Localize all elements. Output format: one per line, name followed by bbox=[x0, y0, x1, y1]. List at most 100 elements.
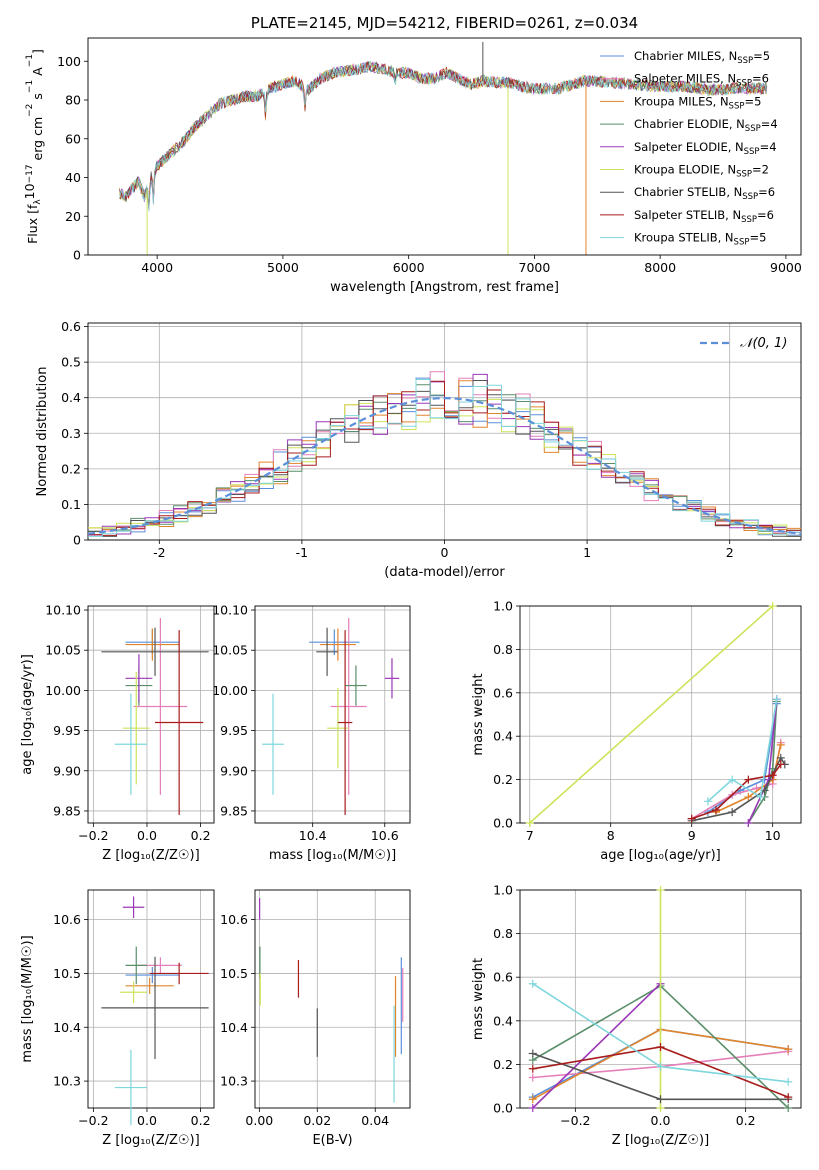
x-axis-label: E(B-V) bbox=[312, 1133, 352, 1148]
weight-marker bbox=[656, 1062, 665, 1071]
y-tick-label: 0 bbox=[73, 533, 81, 548]
y-tick-label: 0.3 bbox=[61, 426, 81, 441]
y-tick-label: 0 bbox=[73, 248, 81, 263]
y-tick-label: 9.95 bbox=[53, 723, 81, 738]
weight-marker bbox=[525, 819, 534, 827]
weight-marker bbox=[528, 1064, 537, 1073]
x-tick-label: 0.0 bbox=[137, 828, 157, 843]
weight-marker bbox=[772, 695, 781, 704]
y-axis-label: Normed distribution bbox=[35, 367, 50, 497]
y-tick-label: 0.6 bbox=[493, 970, 513, 985]
legend-sub: SSP bbox=[736, 79, 752, 89]
y-tick-label: 0.2 bbox=[493, 1057, 513, 1072]
weight-marker bbox=[744, 792, 753, 801]
x-axis-label: age [log₁₀(age/yr)] bbox=[600, 848, 721, 863]
y-tick-label: 60 bbox=[65, 131, 81, 146]
y-axis-label: Flux [fλ10−17 erg cm−2 s−1 A−1] bbox=[22, 49, 45, 244]
x-tick-label: 10.6 bbox=[371, 828, 399, 843]
mass-vs-EBV-axes: 0.00 0.02 0.04 10.3 10.4 10.5 10.6 E(B-V) bbox=[220, 889, 411, 1148]
y-label-part: −2 bbox=[25, 104, 35, 117]
y-axis-label: mass weight bbox=[471, 958, 486, 1040]
legend-name: Chabrier ELODIE, N bbox=[634, 117, 745, 131]
weight-marker bbox=[784, 1045, 793, 1054]
y-tick-label: 9.85 bbox=[220, 803, 248, 818]
y-tick-label: 0.2 bbox=[61, 461, 81, 476]
weight-line bbox=[707, 699, 778, 802]
x-tick-label: 7000 bbox=[519, 260, 551, 275]
legend-name: Chabrier MILES, N bbox=[634, 49, 737, 63]
x-tick-label: 1 bbox=[583, 545, 591, 560]
weight-marker bbox=[656, 886, 665, 894]
x-tick-label: 0.04 bbox=[361, 1113, 389, 1128]
x-tick-label: 9 bbox=[688, 828, 696, 843]
y-tick-label: 10.3 bbox=[220, 1074, 248, 1089]
weight-marker bbox=[768, 602, 777, 610]
y-axis-label: mass weight bbox=[471, 673, 486, 755]
age-vs-Z-points bbox=[101, 618, 209, 815]
age-vs-mass-points bbox=[262, 618, 400, 815]
weight-marker bbox=[744, 775, 753, 784]
legend-sub: SSP bbox=[737, 56, 753, 66]
y-tick-label: 9.95 bbox=[220, 723, 248, 738]
y-label-part: −1 bbox=[25, 54, 35, 67]
histogram-lines bbox=[87, 371, 802, 537]
y-label-part: −1 bbox=[25, 80, 35, 93]
age-vs-mass-frame bbox=[254, 605, 411, 824]
legend-label: Salpeter MILES, NSSP=6 bbox=[634, 72, 769, 89]
x-tick-label: 0.00 bbox=[245, 1113, 273, 1128]
weight-vs-Z-lines bbox=[528, 886, 793, 1112]
y-tick-label: 0.5 bbox=[61, 355, 81, 370]
legend-label: Salpeter ELODIE, NSSP=4 bbox=[634, 140, 777, 157]
y-tick-label: 0.0 bbox=[493, 1101, 513, 1116]
legend-value: =6 bbox=[757, 208, 774, 222]
weight-marker bbox=[776, 760, 785, 769]
x-tick-label: 2 bbox=[726, 545, 734, 560]
x-tick-label: 10 bbox=[765, 828, 781, 843]
x-tick-label: -1 bbox=[296, 545, 308, 560]
residuals-axes: -2 -1 0 1 2 0 0.1 0.2 0.3 0.4 0.5 0.6 (data-model)/e… bbox=[35, 319, 802, 580]
y-tick-label: 1.0 bbox=[493, 883, 513, 898]
legend-value: =5 bbox=[744, 94, 761, 108]
x-tick-label: -2 bbox=[153, 545, 165, 560]
legend-label: Kroupa MILES, NSSP=5 bbox=[634, 94, 761, 111]
spectrum-frame bbox=[87, 37, 802, 256]
y-tick-label: 10.3 bbox=[53, 1074, 81, 1089]
x-axis-label: Z [log₁₀(Z/Z☉)] bbox=[612, 1133, 709, 1148]
legend-value: =4 bbox=[761, 117, 778, 131]
x-tick-label: 0.0 bbox=[651, 1113, 671, 1128]
y-tick-label: 10.5 bbox=[53, 966, 81, 981]
weight-line bbox=[715, 744, 782, 813]
weight-marker bbox=[756, 792, 765, 801]
y-tick-label: 0.8 bbox=[493, 926, 513, 941]
y-label-part: λ bbox=[33, 199, 43, 205]
y-label-part: s bbox=[30, 93, 45, 104]
legend-sub: SSP bbox=[736, 170, 752, 180]
x-tick-label: 6000 bbox=[393, 260, 425, 275]
weight-vs-Z-axes: −0.2 0.0 0.2 0.0 0.2 0.4 0.6 0.8 1.0 Z [log₁₀(Z/Z… bbox=[471, 883, 802, 1148]
y-tick-label: 10.05 bbox=[212, 643, 248, 658]
legend-sub: SSP bbox=[741, 215, 757, 225]
legend-value: =5 bbox=[753, 49, 770, 63]
weight-marker bbox=[784, 1093, 793, 1102]
weight-vs-age-axes: 7 8 9 10 0.0 0.2 0.4 0.6 0.8 1.0 age [log₁₀(age/yr… bbox=[471, 599, 802, 863]
weight-marker bbox=[528, 1049, 537, 1058]
y-tick-label: 10.6 bbox=[53, 912, 81, 927]
legend-value: =6 bbox=[752, 72, 769, 86]
weight-marker bbox=[728, 775, 737, 784]
legend-value: =6 bbox=[758, 185, 775, 199]
x-tick-label: 10.4 bbox=[299, 828, 327, 843]
y-label-part: −17 bbox=[25, 164, 35, 183]
y-tick-label: 80 bbox=[65, 93, 81, 108]
legend-label: Chabrier STELIB, NSSP=6 bbox=[634, 185, 775, 202]
y-tick-label: 0.4 bbox=[61, 390, 81, 405]
y-tick-label: 10.00 bbox=[212, 683, 248, 698]
spectrum-axes: 4000 5000 6000 7000 8000 9000 0 20 40 60 80 100 wave… bbox=[57, 37, 802, 295]
legend-value: =4 bbox=[760, 140, 777, 154]
weight-line bbox=[707, 703, 778, 813]
weight-marker bbox=[656, 1095, 665, 1104]
x-axis-label: Z [log₁₀(Z/Z☉)] bbox=[102, 1133, 199, 1148]
legend-label: Chabrier MILES, NSSP=5 bbox=[634, 49, 770, 66]
legend-label: 𝒩(0, 1) bbox=[740, 336, 787, 351]
weight-vs-age-lines bbox=[525, 602, 789, 827]
